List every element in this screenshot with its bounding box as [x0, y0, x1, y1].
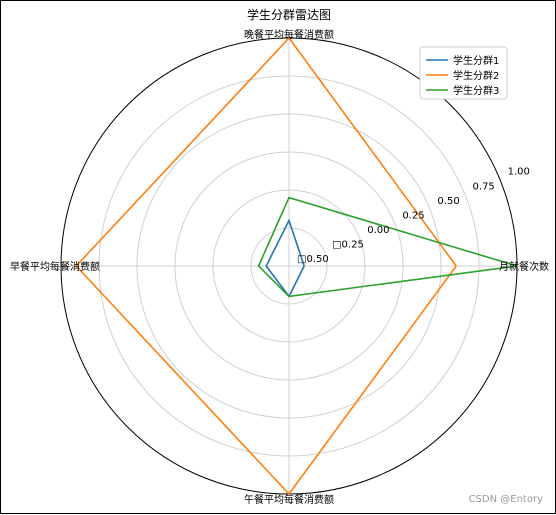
legend: 学生分群1 学生分群2 学生分群3	[419, 46, 508, 100]
radial-tick-5: 0.75	[473, 181, 495, 192]
series-line-3	[257, 196, 518, 298]
radial-tick-labels: □0.50□0.250.00 0.25 0.50 0.75 1.00	[297, 167, 530, 265]
legend-entry-3: 学生分群3	[453, 84, 499, 97]
radial-tick-2: 0.00	[367, 225, 389, 236]
axis-label-2: 早餐平均每餐消费额	[10, 260, 100, 273]
legend-entry-1: 学生分群1	[453, 54, 499, 67]
radial-tick-3: 0.25	[402, 210, 424, 221]
watermark: CSDN @Entory	[469, 494, 543, 505]
radial-tick-4: 0.50	[437, 196, 459, 207]
radial-tick-0: □0.50	[297, 254, 329, 265]
axis-label-0: 月就餐次数	[499, 260, 549, 273]
axis-label-3: 午餐平均每餐消费额	[244, 493, 334, 506]
legend-entry-2: 学生分群2	[453, 69, 499, 82]
series-line-2	[75, 36, 457, 496]
axis-spokes	[61, 38, 517, 494]
axis-label-1: 晚餐平均每餐消费额	[244, 28, 334, 41]
radial-tick-6: 1.00	[508, 167, 530, 178]
series-layer	[75, 36, 518, 496]
radial-tick-1: □0.25	[332, 239, 364, 250]
chart-title: 学生分群雷达图	[247, 7, 331, 22]
series-line-1	[265, 218, 305, 298]
